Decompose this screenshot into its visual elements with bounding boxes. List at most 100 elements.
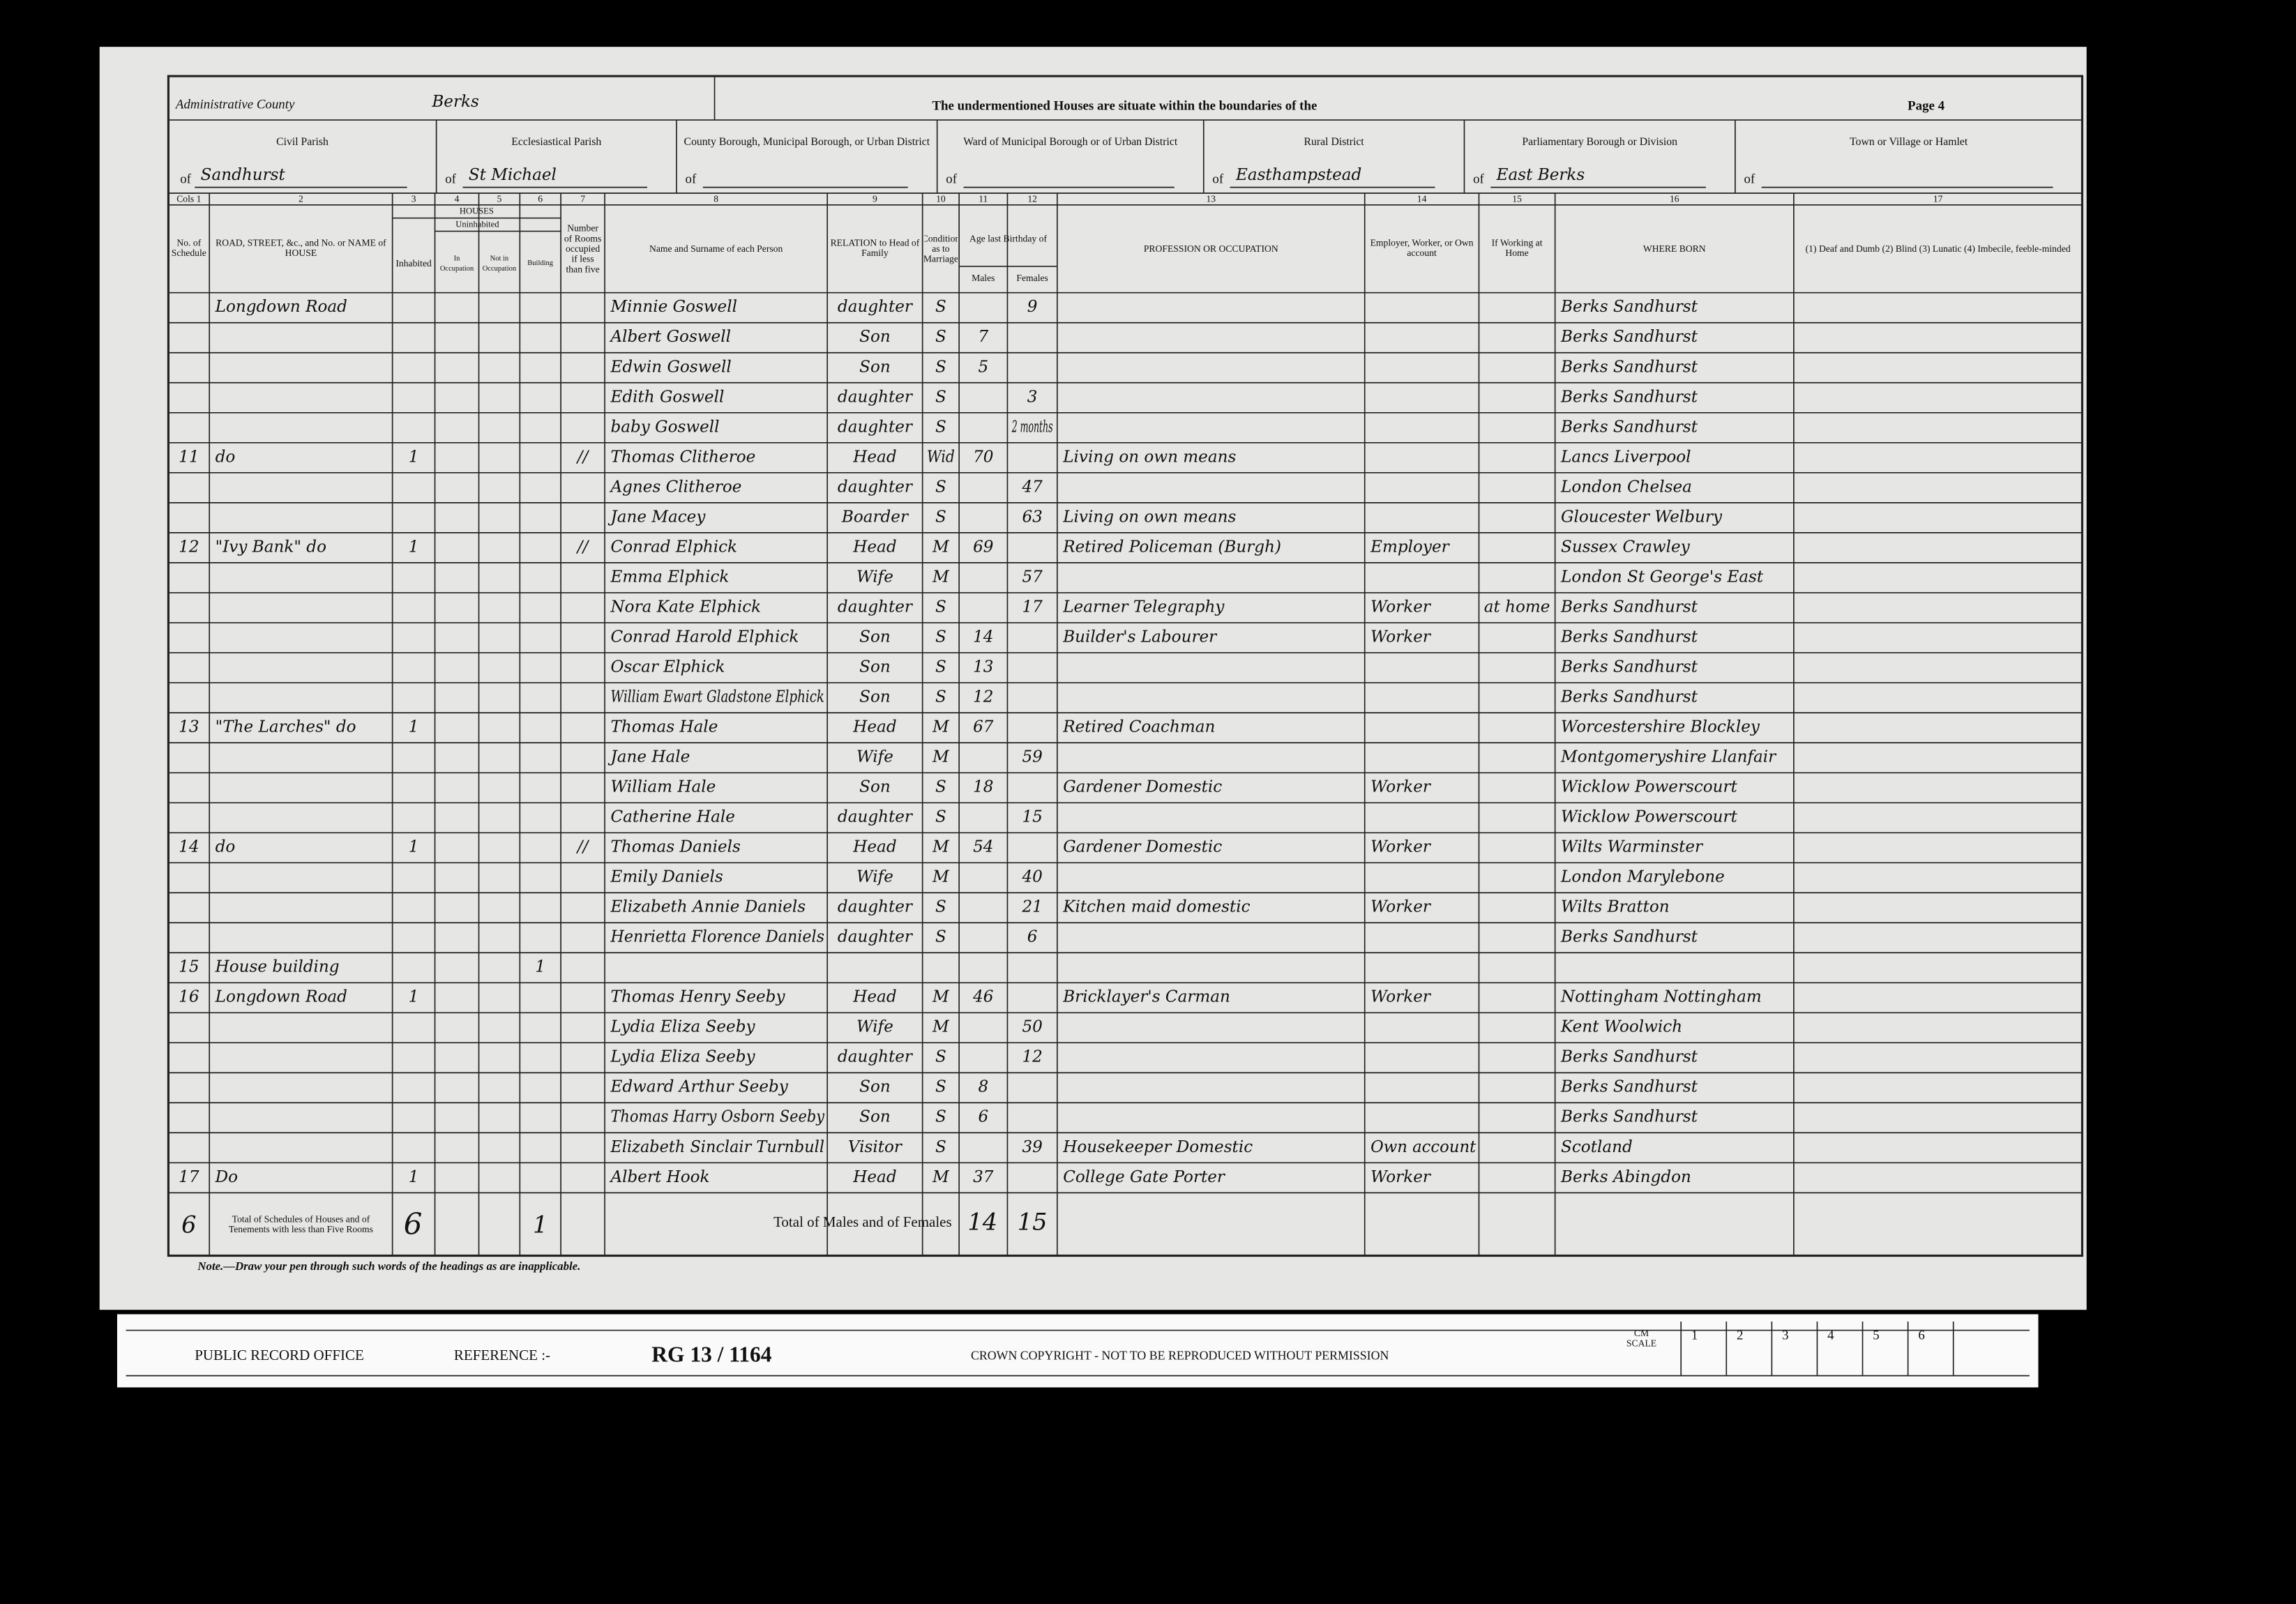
- column-number: 8: [713, 194, 718, 204]
- scale-number: 5: [1873, 1328, 1879, 1342]
- scale-number: 4: [1827, 1328, 1834, 1342]
- column-heading-box: ROAD, STREET, &c., and No. or NAME of HO…: [216, 239, 386, 259]
- column-number: Cols 1: [176, 194, 201, 204]
- cell-at-home: at home: [1484, 598, 1550, 616]
- cell-employment: Worker: [1370, 778, 1432, 796]
- cell-name: baby Goswell: [610, 418, 719, 436]
- column-number: 14: [1417, 194, 1427, 204]
- cell-females: 63: [1022, 508, 1042, 526]
- cell-condition: S: [935, 388, 946, 406]
- cell-inhabited: 1: [409, 838, 419, 856]
- column-heading: Name and Surname of each Person: [649, 243, 783, 255]
- district-label-box: Ward of Municipal Borough or of Urban Di…: [963, 135, 1177, 146]
- cell-rooms: //: [576, 838, 590, 856]
- cell-females: 15: [1022, 808, 1042, 826]
- scale-number: 2: [1737, 1328, 1743, 1342]
- cell-males: 70: [973, 448, 993, 466]
- scale-label-box: CM SCALE: [1626, 1329, 1656, 1349]
- cell-relation: Head: [852, 1168, 896, 1186]
- cell-born: Kent Woolwich: [1560, 1018, 1682, 1036]
- reference: RG 13 / 1164: [651, 1342, 772, 1367]
- cell-inhabited: 1: [409, 718, 419, 736]
- cell-males: 14: [973, 628, 993, 646]
- cell-born: Berks Sandhurst: [1560, 328, 1698, 346]
- district-label-box: Town or Village or Hamlet: [1850, 134, 1968, 147]
- column-heading: (1) Deaf and Dumb (2) Blind (3) Lunatic …: [1805, 243, 2071, 255]
- column-heading: Inhabited: [395, 259, 432, 270]
- cell-road: House building: [215, 958, 340, 976]
- houses-group-box: HOUSES: [460, 207, 494, 216]
- cell-name: Emma Elphick: [610, 568, 729, 586]
- total-persons-label: Total of Males and of Females: [773, 1213, 952, 1230]
- column-heading: Condition as to Marriage: [923, 233, 958, 264]
- district-prefix: of: [1744, 172, 1755, 186]
- cell-relation: daughter: [838, 598, 914, 616]
- cell-males: 18: [973, 778, 993, 796]
- cell-road: "The Larches" do: [216, 718, 356, 736]
- cell-relation: Head: [852, 718, 896, 736]
- cell-schedule: 13: [179, 718, 199, 736]
- column-heading-box: Building: [527, 261, 553, 268]
- cell-females: 39: [1022, 1138, 1042, 1156]
- cell-relation: Son: [859, 778, 891, 796]
- cell-inhabited: 1: [409, 538, 419, 556]
- cell-females: 17: [1022, 598, 1043, 616]
- cell-schedule: 16: [179, 988, 199, 1006]
- age-group-box: Age last Birthday of: [969, 234, 1047, 244]
- cell-condition: M: [932, 838, 950, 856]
- cell-condition: M: [932, 538, 950, 556]
- column-heading: If Working at Home: [1491, 239, 1543, 259]
- cell-name: Thomas Daniels: [610, 838, 741, 856]
- column-heading: Females: [1016, 273, 1048, 284]
- district-label-box: Civil Parish: [276, 135, 328, 146]
- cell-condition: M: [932, 1168, 950, 1186]
- district-prefix: of: [180, 172, 191, 186]
- cell-employment: Worker: [1370, 598, 1432, 616]
- cell-males: 54: [973, 838, 993, 856]
- cell-relation: Wife: [856, 748, 893, 766]
- column-heading-box: PROFESSION OR OCCUPATION: [1144, 243, 1278, 254]
- cell-males: 8: [978, 1078, 988, 1096]
- cell-schedule: 11: [179, 448, 199, 466]
- column-heading: WHERE BORN: [1642, 243, 1706, 255]
- cell-condition: S: [935, 478, 946, 496]
- cell-born: Wicklow Powerscourt: [1561, 778, 1738, 796]
- column-heading: RELATION to Head of Family: [830, 239, 920, 259]
- cell-occupation: Retired Policeman (Burgh): [1062, 538, 1281, 556]
- column-heading-box: In Occupation: [440, 255, 474, 273]
- column-number: 9: [873, 194, 877, 204]
- cell-occupation: Living on own means: [1062, 448, 1236, 466]
- cell-name: Edith Goswell: [610, 388, 724, 406]
- column-heading-box: Condition as to Marriage: [923, 233, 958, 264]
- cell-condition: M: [932, 568, 950, 586]
- cell-relation: Son: [859, 628, 891, 646]
- cell-females: 21: [1021, 898, 1042, 916]
- total-inhabited: 6: [404, 1207, 423, 1241]
- cell-occupation: Kitchen maid domestic: [1062, 898, 1250, 916]
- cell-name: Conrad Harold Elphick: [610, 628, 799, 646]
- district-label: Parliamentary Borough or Division: [1522, 134, 1677, 147]
- cell-relation: daughter: [838, 298, 914, 316]
- cell-name: Edwin Goswell: [610, 358, 731, 376]
- cell-relation: Head: [852, 838, 896, 856]
- column-number: 4: [455, 194, 460, 204]
- column-heading-box: Name and Surname of each Person: [649, 243, 783, 255]
- cell-occupation: Gardener Domestic: [1063, 838, 1222, 856]
- district-label: Town or Village or Hamlet: [1850, 134, 1968, 147]
- district-label-box: County Borough, Municipal Borough, or Ur…: [684, 135, 930, 146]
- cell-name: Edward Arthur Seeby: [610, 1078, 788, 1096]
- district-label-box: Ecclesiastical Parish: [511, 135, 601, 146]
- column-number: 5: [497, 194, 502, 204]
- cell-males: 6: [978, 1108, 988, 1126]
- cell-name: Oscar Elphick: [610, 658, 725, 676]
- cell-born: Berks Sandhurst: [1560, 1048, 1698, 1066]
- office: PUBLIC RECORD OFFICE: [195, 1347, 364, 1363]
- column-heading-box: If Working at Home: [1491, 239, 1543, 259]
- total-males: 14: [967, 1208, 997, 1235]
- cell-born: Wicklow Powerscourt: [1561, 808, 1738, 826]
- cell-condition: M: [932, 718, 950, 736]
- cell-name: Agnes Clitheroe: [609, 478, 741, 496]
- district-prefix: of: [445, 172, 456, 186]
- cell-born: Berks Abingdon: [1560, 1168, 1691, 1186]
- column-heading: ROAD, STREET, &c., and No. or NAME of HO…: [216, 239, 386, 259]
